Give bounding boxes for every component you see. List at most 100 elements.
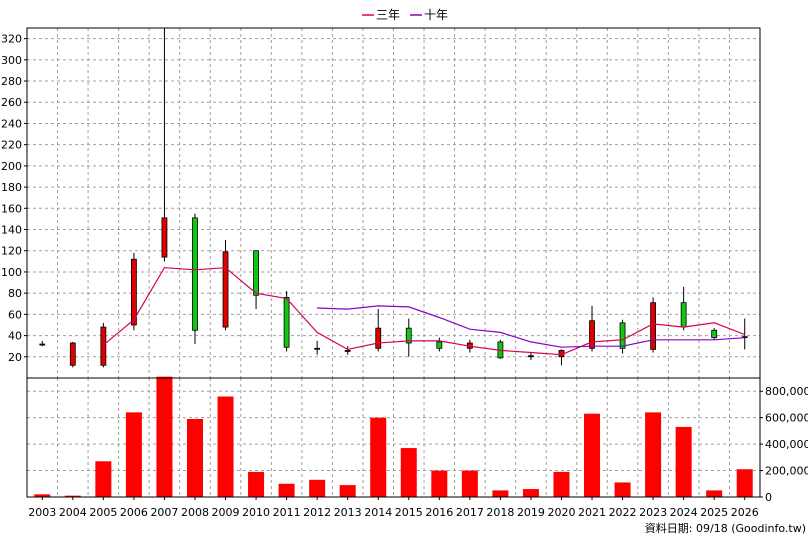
- volume-tick-label: 0: [765, 491, 772, 504]
- volume-bar-2010: [248, 471, 265, 497]
- price-tick-label: 180: [1, 181, 22, 194]
- x-tick-label-2020: 2020: [547, 506, 575, 519]
- volume-bar-2018: [492, 490, 509, 497]
- x-tick-label-2004: 2004: [59, 506, 87, 519]
- price-tick-label: 240: [1, 117, 22, 130]
- price-tick-label: 120: [1, 245, 22, 258]
- volume-bar-2004: [64, 495, 81, 497]
- candle-body-2015: [405, 327, 412, 344]
- volume-tick-label: 400,000: [765, 438, 808, 451]
- volume-bar-2016: [431, 470, 448, 497]
- x-tick-label-2007: 2007: [150, 506, 178, 519]
- volume-panel: 0 200,000 400,000 600,000 800,000: [26, 376, 808, 504]
- candle-body-2013: [344, 350, 351, 352]
- candle-body-2007: [161, 217, 168, 258]
- candle-body-2026: [741, 336, 748, 339]
- volume-bar-2025: [706, 490, 723, 497]
- volume-tick-label: 600,000: [765, 412, 808, 425]
- volume-bar-2014: [370, 417, 387, 497]
- x-tick-label-2013: 2013: [334, 506, 362, 519]
- x-axis: 2003 2004 2005 2006 2007 2008 2009 2010 2011 2012…: [28, 497, 759, 519]
- x-tick-label-2018: 2018: [486, 506, 514, 519]
- price-tick-label: 220: [1, 139, 22, 152]
- volume-bar-2008: [186, 418, 203, 497]
- candle-body-2010: [253, 250, 259, 296]
- volume-tick-label: 800,000: [765, 385, 808, 398]
- x-tick-label-2022: 2022: [609, 506, 637, 519]
- x-tick-label-2006: 2006: [120, 506, 148, 519]
- legend-label-3y: 三年: [376, 8, 400, 22]
- price-tick-label: 100: [1, 266, 22, 279]
- chart-legend: 三年 十年: [362, 8, 448, 22]
- price-tick-label: 200: [1, 160, 22, 173]
- candle-body-2023: [650, 302, 657, 350]
- price-tick-label: 140: [1, 224, 22, 237]
- price-tick-label: 80: [8, 287, 22, 300]
- x-tick-label-2021: 2021: [578, 506, 606, 519]
- price-tick-label: 260: [1, 96, 22, 109]
- volume-bar-2013: [339, 485, 356, 497]
- volume-bar-2015: [400, 448, 417, 497]
- x-tick-label-2011: 2011: [273, 506, 301, 519]
- candle-body-2024: [680, 302, 687, 328]
- volume-bar-2011: [278, 483, 295, 497]
- volume-bar-2021: [584, 413, 601, 497]
- candle-body-2019: [528, 355, 534, 358]
- candle-body-2021: [589, 320, 595, 349]
- volume-bar-2012: [309, 479, 326, 497]
- price-tick-label: 20: [8, 351, 22, 364]
- volume-bar-2003: [34, 494, 51, 497]
- volume-bar-2017: [461, 470, 478, 497]
- x-tick-label-2009: 2009: [212, 506, 240, 519]
- volume-bar-2024: [675, 426, 692, 497]
- x-tick-label-2003: 2003: [28, 506, 56, 519]
- x-tick-label-2012: 2012: [303, 506, 331, 519]
- footer-source: 資料日期: 09/18 (Goodinfo.tw): [645, 521, 806, 535]
- volume-bar-2026: [736, 469, 753, 497]
- price-tick-label: 300: [1, 54, 22, 67]
- x-tick-label-2008: 2008: [181, 506, 209, 519]
- x-tick-label-2025: 2025: [700, 506, 728, 519]
- price-tick-label: 60: [8, 308, 22, 321]
- candle-body-2011: [283, 296, 290, 348]
- x-tick-label-2023: 2023: [639, 506, 667, 519]
- candle-body-2022: [619, 322, 626, 349]
- price-tick-label: 320: [1, 33, 22, 46]
- x-tick-label-2015: 2015: [395, 506, 423, 519]
- x-tick-label-2019: 2019: [517, 506, 545, 519]
- volume-tick-label: 200,000: [765, 465, 808, 478]
- volume-frame: [26, 377, 761, 498]
- candle-body-2005: [100, 326, 107, 366]
- price-tick-label: 280: [1, 75, 22, 88]
- ma-line-10y: [317, 305, 745, 348]
- volume-bar-2006: [125, 412, 142, 497]
- price-tick-label: 160: [1, 202, 22, 215]
- candle-body-2012: [314, 347, 321, 350]
- volume-bar-2005: [95, 461, 112, 497]
- x-tick-label-2014: 2014: [364, 506, 392, 519]
- candle-body-2014: [375, 327, 382, 349]
- volume-bar-2022: [614, 482, 631, 497]
- x-tick-label-2016: 2016: [425, 506, 453, 519]
- candle-body-2025: [711, 329, 718, 339]
- ma-line-3y: [103, 267, 745, 356]
- candle-body-2003: [39, 343, 46, 346]
- candle-body-2016: [436, 341, 443, 349]
- volume-bar-2007: [156, 376, 173, 497]
- x-tick-label-2010: 2010: [242, 506, 270, 519]
- volume-bar-2023: [645, 412, 662, 497]
- candle-body-2009: [222, 251, 229, 328]
- x-tick-label-2024: 2024: [670, 506, 698, 519]
- legend-label-10y: 十年: [424, 8, 448, 22]
- candle-body-2006: [130, 258, 137, 326]
- candle-body-2004: [69, 342, 76, 366]
- x-tick-label-2017: 2017: [456, 506, 484, 519]
- candle-body-2008: [192, 217, 198, 331]
- x-tick-label-2026: 2026: [731, 506, 759, 519]
- volume-bar-2019: [522, 489, 539, 497]
- volume-bar-2009: [217, 396, 234, 497]
- price-panel: 20 40 60 80 100 120 140 160 180 200 220 240 260 280 30…: [1, 27, 761, 379]
- volume-bar-2020: [553, 471, 570, 497]
- x-tick-label-2005: 2005: [89, 506, 117, 519]
